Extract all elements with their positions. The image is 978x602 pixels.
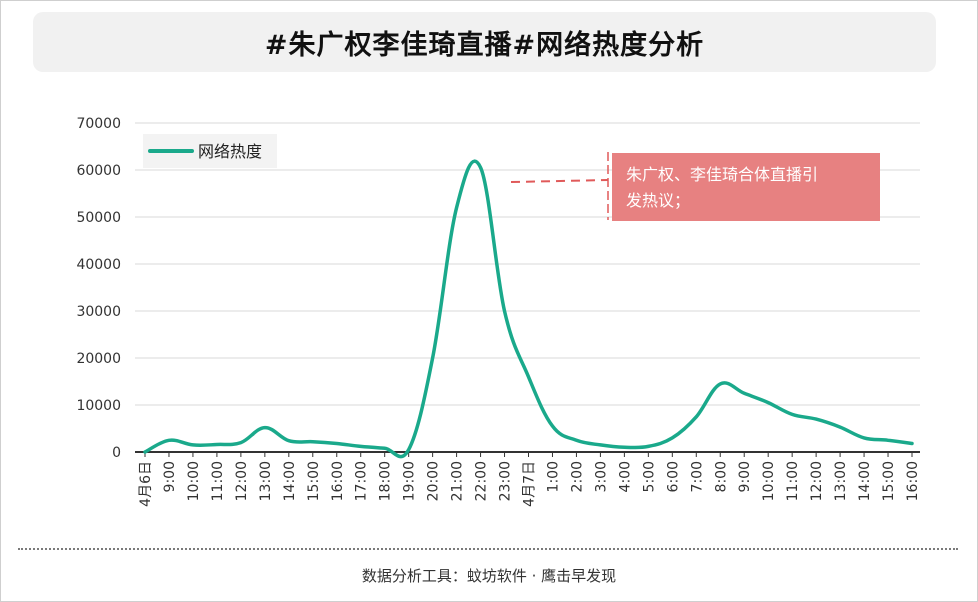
x-tick-label: 4:00 [617,461,633,492]
chart-title: #朱广权李佳琦直播#网络热度分析 [264,29,705,61]
y-tick-label: 20000 [76,351,121,367]
x-tick-label: 16:00 [330,461,346,501]
x-tick-label: 13:00 [833,461,849,501]
x-tick-label: 14:00 [857,461,873,501]
x-tick-label: 19:00 [402,461,418,501]
x-tick-label: 23:00 [498,461,514,501]
footer-divider [18,548,958,550]
x-tick-label: 16:00 [905,461,921,501]
x-tick-label: 10:00 [186,461,202,501]
x-tick-label: 12:00 [809,461,825,501]
footer-credit: 数据分析工具：蚊坊软件 · 鹰击早发现 [361,567,617,585]
y-tick-label: 70000 [76,116,121,132]
annotation-leader [510,179,609,183]
x-tick-label: 11:00 [210,461,226,501]
y-tick-label: 50000 [76,210,121,226]
x-tick-label: 11:00 [785,461,801,501]
annotation-text-line-1: 朱广权、李佳琦合体直播引 [626,165,818,184]
annotation-text-line-2: 发热议； [626,191,690,210]
x-tick-label: 6:00 [665,461,681,492]
x-tick-label: 15:00 [881,461,897,501]
x-tick-label: 15:00 [306,461,322,501]
x-tick-label: 1:00 [545,461,561,492]
x-tick-label: 17:00 [354,461,370,501]
x-tick-label: 20:00 [426,461,442,501]
x-tick-label: 9:00 [737,461,753,492]
x-tick-label: 21:00 [450,461,466,501]
y-tick-label: 30000 [76,304,121,320]
x-tick-label: 13:00 [258,461,274,501]
annotation-box [612,153,880,221]
x-tick-label: 2:00 [569,461,585,492]
x-tick-label: 9:00 [162,461,178,492]
legend-label: 网络热度 [198,142,262,161]
y-tick-label: 10000 [76,398,121,414]
x-tick-label: 22:00 [474,461,490,501]
x-tick-label: 4月7日 [522,461,538,507]
y-tick-label: 40000 [76,257,121,273]
x-tick-label: 3:00 [593,461,609,492]
x-tick-label: 12:00 [234,461,250,501]
x-tick-label: 5:00 [641,461,657,492]
x-tick-label: 4月6日 [138,461,154,507]
y-tick-label: 60000 [76,163,121,179]
y-tick-label: 0 [112,445,121,461]
x-tick-label: 7:00 [689,461,705,492]
x-tick-label: 10:00 [761,461,777,501]
x-tick-label: 8:00 [713,461,729,492]
series-line-网络热度 [143,159,914,459]
x-tick-label: 18:00 [378,461,394,501]
x-tick-label: 14:00 [282,461,298,501]
title-bar: #朱广权李佳琦直播#网络热度分析 [33,12,936,72]
